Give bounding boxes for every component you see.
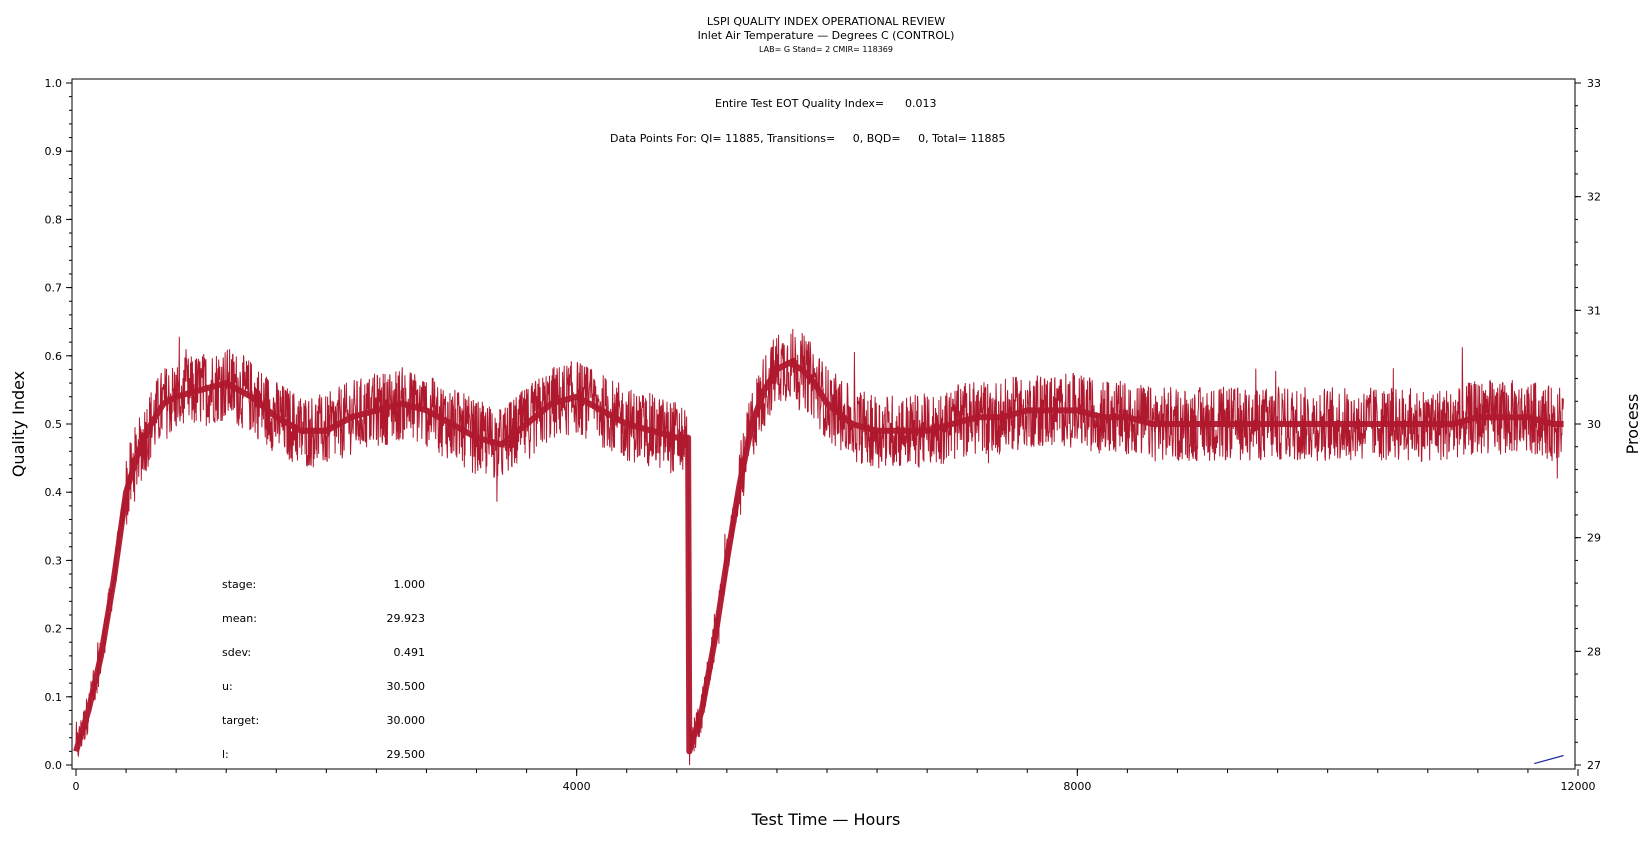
y-tick-label: 0.5 — [45, 418, 63, 431]
data-points-summary: Data Points For: QI= 11885, Transitions=… — [610, 132, 1005, 145]
y2-tick-label: 28 — [1587, 645, 1601, 658]
x-tick-label: 4000 — [563, 780, 591, 793]
x-axis-label: Test Time — Hours — [751, 810, 901, 829]
stat-label: mean: — [222, 612, 257, 625]
stat-value: 29.923 — [387, 612, 426, 625]
stat-value: 30.000 — [387, 714, 426, 727]
chart-subtitle-lab: LAB= G Stand= 2 CMIR= 118369 — [759, 45, 893, 54]
y-tick-label: 0.4 — [45, 486, 63, 499]
y-tick-label: 0.1 — [45, 691, 63, 704]
stat-value: 1.000 — [394, 578, 426, 591]
eot-quality-label: Entire Test EOT Quality Index= — [715, 97, 884, 110]
y-tick-label: 0.2 — [45, 623, 63, 636]
stat-label: target: — [222, 714, 259, 727]
stat-value: 29.500 — [387, 748, 426, 761]
stats-box: stage: 1.000 mean: 29.923 sdev: 0.491 u: 30.500… — [222, 578, 425, 761]
stat-label: sdev: — [222, 646, 251, 659]
y2-tick-label: 32 — [1587, 191, 1601, 204]
eot-quality-value: 0.013 — [905, 97, 937, 110]
stat-label: stage: — [222, 578, 256, 591]
y2-tick-label: 29 — [1587, 532, 1601, 545]
y-tick-label: 1.0 — [45, 77, 63, 90]
y-tick-label: 0.3 — [45, 554, 63, 567]
y-tick-label: 0.0 — [45, 759, 63, 772]
y2-tick-label: 33 — [1587, 77, 1601, 90]
x-tick-label: 8000 — [1063, 780, 1091, 793]
stat-value: 0.491 — [394, 646, 426, 659]
chart-title: LSPI QUALITY INDEX OPERATIONAL REVIEW — [707, 15, 945, 28]
series-layer — [73, 328, 1564, 766]
y-tick-label: 0.9 — [45, 145, 63, 158]
y-tick-label: 0.6 — [45, 350, 63, 363]
y-axis-label: Quality Index — [9, 371, 28, 477]
x-tick-label: 12000 — [1561, 780, 1596, 793]
axis-ticks: 0.0 0.1 0.2 0.3 0.4 0.5 0.6 0.7 0.8 0.9 1.0 27 28 29 3… — [45, 77, 1602, 793]
series-trend — [73, 359, 1564, 755]
y2-tick-label: 30 — [1587, 418, 1601, 431]
chart-subtitle: Inlet Air Temperature — Degrees C (CONTR… — [698, 29, 955, 42]
y2-tick-label: 27 — [1587, 759, 1601, 772]
series-line — [1534, 754, 1564, 765]
stat-label: u: — [222, 680, 233, 693]
stat-value: 30.500 — [387, 680, 426, 693]
y-tick-label: 0.8 — [45, 213, 63, 226]
y-tick-label: 0.7 — [45, 282, 63, 295]
y2-tick-label: 31 — [1587, 304, 1601, 317]
y2-axis-label: Process — [1623, 394, 1642, 455]
x-tick-label: 0 — [73, 780, 80, 793]
stat-label: l: — [222, 748, 229, 761]
